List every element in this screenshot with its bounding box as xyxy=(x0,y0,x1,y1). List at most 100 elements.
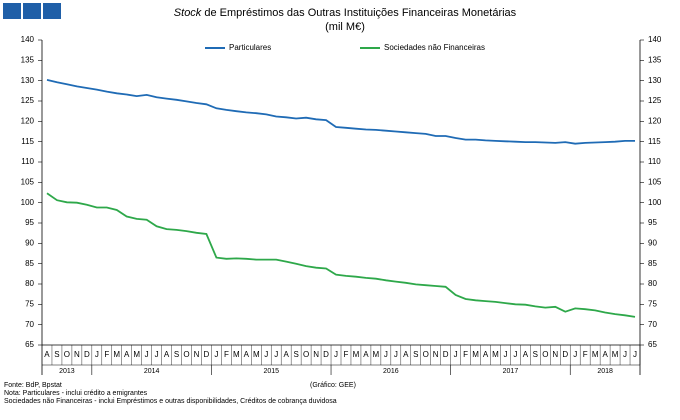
x-tick-label: A xyxy=(124,350,130,359)
x-tick-label: S xyxy=(174,350,179,359)
y-tick-label: 70 xyxy=(25,320,34,329)
x-tick-label: J xyxy=(95,350,99,359)
x-tick-label: S xyxy=(293,350,298,359)
y2-tick-label: 100 xyxy=(648,198,662,207)
y2-tick-label: 135 xyxy=(648,55,662,64)
x-tick-label: M xyxy=(253,350,260,359)
x-tick-label: A xyxy=(363,350,369,359)
x-tick-label: M xyxy=(373,350,380,359)
y-tick-label: 140 xyxy=(21,35,35,44)
y-tick-label: 110 xyxy=(21,157,34,166)
y-tick-label: 85 xyxy=(25,259,34,268)
x-tick-label: N xyxy=(552,350,558,359)
y-tick-label: 100 xyxy=(21,198,35,207)
logo-square xyxy=(43,3,61,19)
y2-tick-label: 110 xyxy=(648,157,661,166)
x-tick-label: J xyxy=(264,350,268,359)
x-tick-label: S xyxy=(533,350,538,359)
x-tick-label: N xyxy=(194,350,200,359)
x-tick-label: F xyxy=(344,350,349,359)
x-tick-label: A xyxy=(523,350,529,359)
x-tick-label: J xyxy=(274,350,278,359)
x-tick-label: M xyxy=(113,350,120,359)
x-tick-label: N xyxy=(433,350,439,359)
x-tick-label: D xyxy=(84,350,90,359)
x-tick-label: A xyxy=(403,350,409,359)
x-tick-label: A xyxy=(284,350,290,359)
x-tick-label: J xyxy=(384,350,388,359)
year-label: 2014 xyxy=(144,368,160,375)
y-tick-label: 120 xyxy=(21,116,35,125)
x-tick-label: M xyxy=(472,350,479,359)
x-tick-label: J xyxy=(145,350,149,359)
title-rest: de Empréstimos das Outras Instituições F… xyxy=(204,7,516,19)
x-tick-label: O xyxy=(542,350,548,359)
legend-label: Particulares xyxy=(229,43,271,52)
note: Fonte: BdP, Bpstat xyxy=(4,382,62,389)
x-tick-label: M xyxy=(492,350,499,359)
logo-square xyxy=(23,3,41,19)
chart-subtitle: (mil M€) xyxy=(325,21,365,33)
y2-tick-label: 125 xyxy=(648,96,662,105)
x-tick-label: D xyxy=(204,350,210,359)
logo-square xyxy=(3,3,21,19)
note: Nota: Particulares - inclui crédito a em… xyxy=(4,390,148,397)
title-emphasis: Stock xyxy=(174,7,202,19)
x-tick-label: J xyxy=(623,350,627,359)
x-tick-label: A xyxy=(164,350,170,359)
x-tick-label: O xyxy=(183,350,189,359)
x-tick-label: S xyxy=(54,350,59,359)
y2-tick-label: 120 xyxy=(648,116,662,125)
legend-label: Sociedades não Financeiras xyxy=(384,43,485,52)
x-tick-label: D xyxy=(323,350,329,359)
y-tick-label: 115 xyxy=(21,137,34,146)
x-tick-label: M xyxy=(612,350,619,359)
x-tick-label: O xyxy=(303,350,309,359)
x-tick-label: N xyxy=(313,350,319,359)
x-tick-label: A xyxy=(602,350,608,359)
y2-tick-label: 80 xyxy=(648,279,657,288)
x-tick-label: A xyxy=(483,350,489,359)
y-tick-label: 105 xyxy=(21,177,35,186)
x-tick-label: J xyxy=(633,350,637,359)
y2-tick-label: 85 xyxy=(648,259,657,268)
x-tick-label: M xyxy=(133,350,140,359)
x-tick-label: F xyxy=(463,350,468,359)
x-tick-label: M xyxy=(233,350,240,359)
x-tick-label: M xyxy=(353,350,360,359)
x-tick-label: N xyxy=(74,350,80,359)
x-tick-label: J xyxy=(454,350,458,359)
year-label: 2017 xyxy=(503,368,519,375)
y2-tick-label: 105 xyxy=(648,177,662,186)
y-tick-label: 135 xyxy=(21,55,35,64)
x-tick-label: D xyxy=(443,350,449,359)
y2-tick-label: 130 xyxy=(648,76,662,85)
x-tick-label: J xyxy=(334,350,338,359)
x-tick-label: J xyxy=(503,350,507,359)
x-tick-label: J xyxy=(155,350,159,359)
x-tick-label: F xyxy=(583,350,588,359)
y-tick-label: 90 xyxy=(25,238,34,247)
x-tick-label: M xyxy=(592,350,599,359)
x-tick-label: A xyxy=(44,350,50,359)
x-tick-label: F xyxy=(104,350,109,359)
x-tick-label: J xyxy=(394,350,398,359)
y2-tick-label: 65 xyxy=(648,340,657,349)
y2-tick-label: 70 xyxy=(648,320,657,329)
note: Sociedades não Financeiras - inclui Empr… xyxy=(4,398,337,405)
y-tick-label: 80 xyxy=(25,279,34,288)
x-tick-label: O xyxy=(64,350,70,359)
x-tick-label: O xyxy=(423,350,429,359)
y2-tick-label: 95 xyxy=(648,218,657,227)
y-tick-label: 130 xyxy=(21,76,35,85)
y2-tick-label: 115 xyxy=(648,137,661,146)
series-line xyxy=(46,79,635,145)
x-tick-label: J xyxy=(573,350,577,359)
x-tick-label: F xyxy=(224,350,229,359)
x-tick-label: J xyxy=(513,350,517,359)
credit: (Gráfico: GEE) xyxy=(310,382,356,389)
y-tick-label: 75 xyxy=(25,299,34,308)
y-tick-label: 125 xyxy=(21,96,35,105)
year-label: 2015 xyxy=(263,368,279,375)
